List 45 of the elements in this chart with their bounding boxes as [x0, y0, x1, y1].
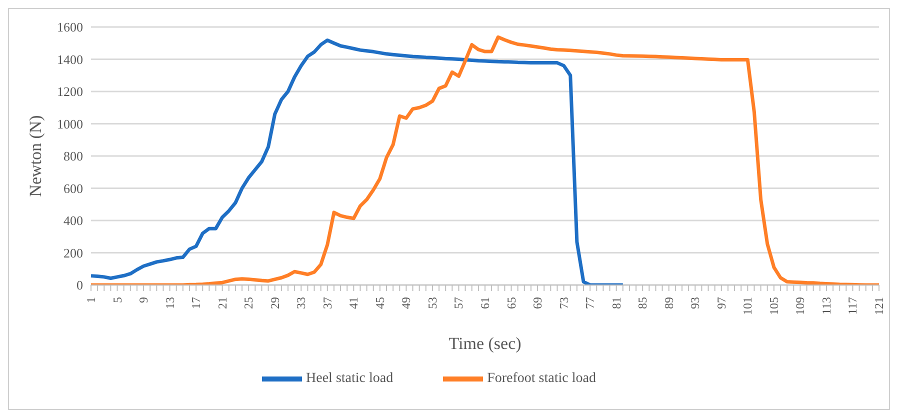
x-tick-label: 105 [766, 297, 781, 315]
x-tick-label: 1 [84, 297, 98, 303]
y-tick-label: 1400 [57, 52, 83, 67]
x-tick-label: 85 [636, 297, 650, 309]
y-axis-title: Newton (N) [26, 115, 46, 197]
x-tick-label: 5 [110, 297, 124, 303]
x-tick-label: 45 [372, 297, 387, 309]
x-tick-label: 61 [478, 297, 492, 309]
y-tick-label: 400 [64, 213, 83, 228]
x-tick-label: 57 [452, 297, 466, 309]
x-tick-label: 121 [872, 297, 886, 315]
x-tick-label: 77 [583, 297, 598, 309]
x-tick-label: 21 [215, 297, 230, 309]
y-tick-label: 1600 [57, 20, 83, 35]
x-tick-label: 33 [294, 297, 308, 309]
x-axis-title: Time (sec) [448, 334, 522, 353]
x-tick-label: 89 [662, 297, 676, 309]
x-tick-label: 69 [530, 297, 545, 309]
x-tick-label: 93 [688, 297, 702, 309]
y-tick-label: 600 [64, 180, 83, 196]
y-tick-label: 1000 [57, 116, 83, 132]
x-tick-label: 113 [819, 297, 834, 315]
legend-label: Forefoot static load [487, 371, 596, 386]
legend-label: Heel static load [306, 371, 394, 386]
y-tick-label: 800 [64, 148, 83, 164]
x-tick-label: 17 [189, 297, 204, 309]
y-tick-label: 0 [76, 278, 83, 293]
x-tick-label: 81 [609, 297, 624, 309]
x-tick-label: 49 [399, 297, 414, 309]
x-tick-label: 29 [268, 297, 282, 309]
x-tick-label: 37 [320, 297, 334, 309]
x-tick-label: 65 [504, 297, 518, 309]
x-tick-label: 41 [346, 297, 361, 309]
x-tick-label: 97 [714, 297, 728, 309]
x-tick-label: 101 [740, 297, 755, 315]
x-tick-label: 109 [793, 297, 808, 315]
x-tick-label: 25 [242, 297, 256, 309]
y-tick-label: 1200 [57, 84, 83, 100]
y-tick-label: 200 [64, 245, 83, 260]
x-tick-label: 13 [162, 297, 177, 309]
x-tick-label: 53 [425, 297, 440, 309]
x-tick-label: 117 [846, 297, 860, 315]
x-tick-label: 73 [556, 297, 571, 309]
x-tick-label: 9 [136, 297, 151, 303]
line-series [89, 38, 625, 285]
